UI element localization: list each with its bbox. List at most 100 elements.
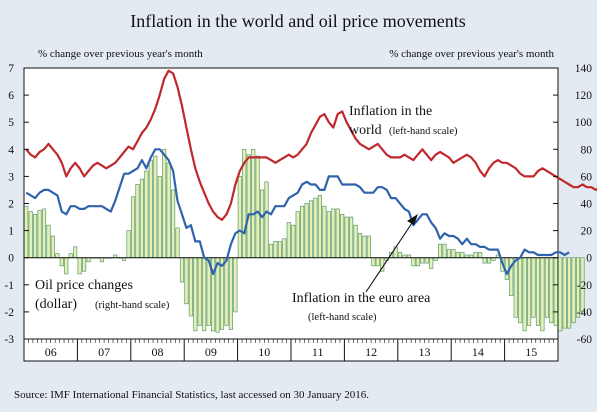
oil-bar	[455, 251, 460, 259]
oil-bar	[424, 257, 429, 264]
oil-bar	[442, 243, 447, 259]
oil-bar	[135, 184, 140, 259]
oil-bar	[357, 232, 363, 259]
oil-bar	[349, 216, 354, 259]
oil-bar	[130, 196, 136, 259]
oil-bar	[291, 224, 296, 259]
oil-bar	[558, 257, 563, 332]
oil-bar	[518, 257, 523, 324]
left-tick-label: 2	[8, 199, 14, 211]
oil-bar	[535, 257, 541, 326]
year-label: 15	[525, 345, 537, 359]
oil-bar	[344, 216, 349, 259]
oil-bar	[295, 211, 300, 259]
plot-area	[23, 67, 559, 340]
oil-bar	[411, 257, 416, 267]
oil-bar	[317, 195, 323, 259]
world-label-line1: Inflation in the	[349, 104, 432, 119]
right-tick-label: 80	[581, 144, 593, 156]
chart-title: Inflation in the world and oil price mov…	[130, 11, 465, 31]
oil-bar	[24, 205, 29, 259]
oil-bar	[153, 155, 158, 259]
oil-bar	[46, 224, 51, 259]
year-label: 07	[98, 345, 110, 359]
oil-bar	[188, 257, 193, 317]
oil-bar	[148, 159, 153, 259]
source-note: Source: IMF International Financial Stat…	[14, 389, 369, 401]
left-tick-label: 5	[8, 117, 14, 129]
oil-bar	[28, 211, 33, 259]
oil-bar	[162, 148, 167, 259]
left-tick-label: -2	[4, 307, 14, 319]
oil-bar	[50, 235, 56, 259]
oil-bar	[81, 257, 87, 272]
oil-bar	[304, 203, 309, 259]
oil-bar	[540, 257, 545, 332]
oil-bar	[553, 257, 558, 326]
oil-bar	[513, 257, 518, 318]
oil-bar	[571, 257, 576, 324]
year-label: 06	[45, 345, 57, 359]
oil-bar	[531, 257, 536, 318]
oil-bar	[451, 249, 456, 259]
oil-bar	[544, 257, 549, 318]
right-tick-label: -40	[577, 307, 593, 319]
oil-bar	[202, 257, 207, 332]
oil-bar	[73, 246, 78, 259]
oil-bar	[179, 257, 185, 283]
oil-bar	[286, 222, 291, 259]
right-tick-label: 120	[575, 90, 593, 102]
oil-bar	[353, 224, 358, 259]
oil-bar	[438, 243, 443, 259]
euro-annotation-arrow	[365, 219, 415, 293]
year-label: 14	[472, 345, 484, 359]
oil-bar	[478, 251, 483, 259]
left-tick-label: -1	[4, 280, 14, 292]
oil-bar	[446, 249, 452, 259]
euro-label-note: (left-hand scale)	[308, 312, 377, 323]
oil-bar	[206, 257, 211, 326]
right-tick-label: 40	[581, 199, 593, 211]
oil-price-bars	[24, 148, 585, 333]
oil-bar	[460, 251, 465, 259]
oil-bar	[375, 257, 380, 267]
oil-bar	[415, 257, 420, 267]
oil-bar	[326, 211, 331, 259]
oil-bar	[473, 251, 478, 259]
oil-bar	[86, 257, 91, 263]
oil-bar	[126, 230, 131, 259]
oil-bar	[224, 257, 229, 326]
oil-bar	[237, 176, 242, 259]
year-label: 08	[152, 345, 164, 359]
right-tick-label: -60	[577, 334, 593, 346]
oil-bar	[77, 257, 82, 275]
oil-bar	[41, 208, 47, 259]
oil-label-line1: Oil price changes	[35, 278, 133, 293]
oil-bar	[486, 257, 492, 264]
oil-bar	[322, 205, 327, 259]
oil-bar	[184, 257, 189, 305]
oil-bar	[175, 227, 180, 259]
oil-bar	[340, 213, 345, 259]
oil-bar	[562, 257, 567, 329]
right-tick-label: 60	[581, 171, 593, 183]
oil-bar	[308, 200, 314, 259]
oil-bar	[228, 257, 233, 330]
left-tick-label: 6	[8, 90, 14, 102]
oil-bar	[171, 189, 176, 259]
oil-bar	[526, 257, 532, 326]
world-inflation-line	[25, 69, 597, 221]
year-label: 10	[258, 345, 270, 359]
right-tick-label: 140	[575, 63, 593, 75]
left-tick-label: -3	[4, 334, 14, 346]
right-tick-label: 20	[581, 226, 593, 238]
oil-bar	[255, 155, 260, 259]
left-tick-label: 3	[8, 171, 14, 183]
oil-bar	[300, 205, 305, 259]
left-axis-ticks: 7 6 5 4 3 2 1 0 -1 -2 -3	[4, 63, 29, 346]
year-label: 09	[205, 345, 217, 359]
left-axis-unit-label: % change over previous year's month	[38, 48, 203, 60]
oil-bar	[371, 257, 376, 267]
oil-bar	[268, 243, 274, 259]
